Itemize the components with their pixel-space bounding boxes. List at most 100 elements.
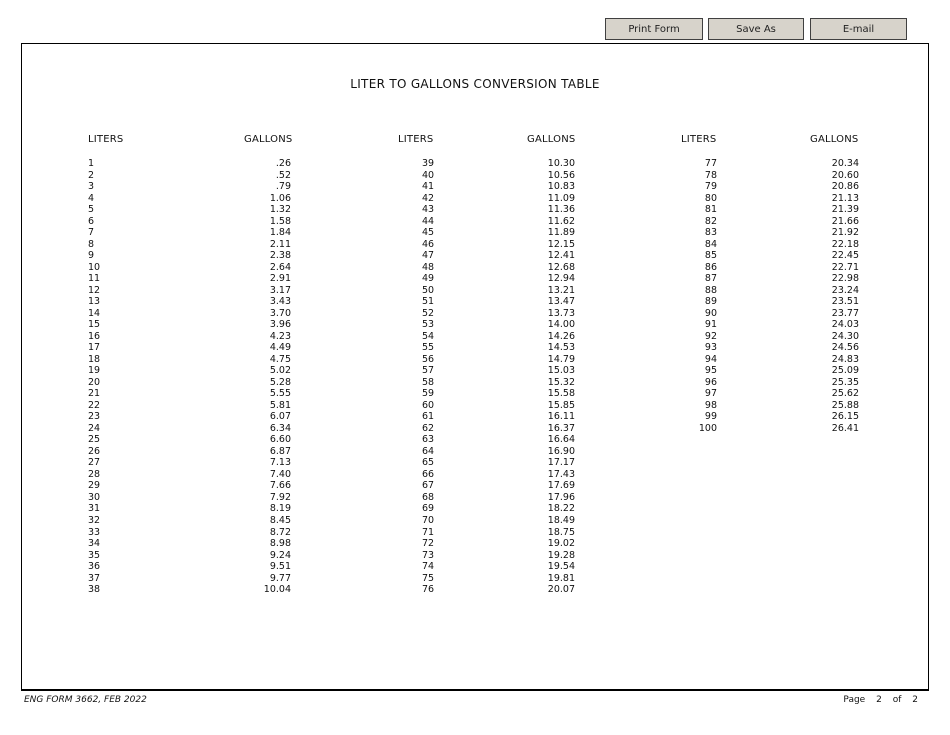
gallons-cell: 5.81 [269,399,291,411]
gallons-cell: 20.34 [831,158,859,169]
liters-cell: 63 [422,434,435,446]
liters-cell: 93 [704,342,717,354]
gallons-cell: 7.92 [269,491,291,503]
liters-cell: 72 [422,538,435,550]
gallons-column-1: .26.52.79 1.06 1.32 1.58 1.84 2.11 2.38 2.64 2.9… [240,158,291,596]
page-current: 2 [876,695,882,705]
liters-cell: 99 [704,411,717,423]
liters-cell: 22 [88,399,101,411]
liters-column-2: 39 40 41 42 43 44 45 46 47 48 49 50 51 52 53 54 55 56 57 58… [422,158,462,596]
liters-cell: 15 [88,319,101,331]
gallons-cell: 2.11 [269,238,291,250]
liters-cell: 39 [422,158,435,169]
page-indicator: Page 2 of 2 [835,695,918,705]
gallons-cell: 8.19 [269,503,291,515]
liters-cell: 59 [422,388,435,400]
liters-cell: 16 [88,330,101,342]
liters-header-1: LITERS [88,134,124,145]
liters-cell: 5 [88,204,95,216]
liters-cell: 41 [422,181,435,193]
liters-cell: 61 [422,411,435,423]
liters-cell: 10 [88,261,101,273]
liters-cell: 64 [422,445,435,457]
liters-column-3: 77 78 79 80 81 82 83 84 85 86 87 88 89 90 91 92 93 94 95 96… [677,158,717,434]
liters-header-2: LITERS [398,134,434,145]
gallons-cell: 18.22 [547,503,575,515]
liters-cell: 95 [704,365,717,377]
gallons-cell: 15.58 [547,388,575,400]
liters-cell: 2 [88,169,95,181]
liters-cell: 7 [88,227,95,239]
liters-cell: 31 [88,503,101,515]
gallons-cell: 13.21 [547,284,575,296]
liters-cell: 68 [422,491,435,503]
liters-cell: 54 [422,330,435,342]
liters-cell: 50 [422,284,435,296]
gallons-cell: .52 [275,169,291,181]
liters-cell: 38 [88,584,101,596]
gallons-header-3: GALLONS [810,134,859,145]
liters-cell: 46 [422,238,435,250]
gallons-cell: 1.32 [269,204,291,216]
gallons-cell: 22.98 [831,273,859,285]
gallons-cell: 21.39 [831,204,859,216]
print-form-button[interactable]: Print Form [605,18,703,40]
liters-cell: 24 [88,422,101,434]
liters-cell: 81 [704,204,717,216]
gallons-cell: 4.23 [269,330,291,342]
gallons-cell: 17.96 [547,491,575,503]
gallons-cell: 9.77 [269,572,291,584]
gallons-cell: 25.09 [831,365,859,377]
gallons-cell: 21.66 [831,215,859,227]
liters-cell: 85 [704,250,717,262]
liters-cell: 87 [704,273,717,285]
save-as-button[interactable]: Save As [708,18,804,40]
page-title: LITER TO GALLONS CONVERSION TABLE [350,77,600,91]
liters-cell: 19 [88,365,101,377]
gallons-cell: 7.40 [269,468,291,480]
liters-cell: 8 [88,238,95,250]
liters-cell: 33 [88,526,101,538]
email-button[interactable]: E-mail [810,18,907,40]
gallons-cell: 22.71 [831,261,859,273]
liters-cell: 92 [704,330,717,342]
liters-cell: 30 [88,491,101,503]
gallons-cell: 22.18 [831,238,859,250]
gallons-cell: 6.34 [269,422,291,434]
liters-cell: 13 [88,296,101,308]
gallons-cell: 14.00 [547,319,575,331]
gallons-cell: 16.11 [547,411,575,423]
gallons-cell: 5.02 [269,365,291,377]
liters-cell: 23 [88,411,101,423]
liters-cell: 3 [88,181,95,193]
gallons-cell: 22.45 [831,250,859,262]
gallons-cell: 7.66 [269,480,291,492]
gallons-column-3: 20.34 20.60 20.86 21.13 21.39 21.66 21.92 22.18… [808,158,859,434]
gallons-cell: 24.30 [831,330,859,342]
gallons-cell: 3.43 [269,296,291,308]
gallons-cell: 4.49 [269,342,291,354]
gallons-cell: 17.17 [547,457,575,469]
liters-cell: 100 [698,422,717,434]
liters-cell: 36 [88,561,101,573]
liters-cell: 12 [88,284,101,296]
gallons-cell: 15.03 [547,365,575,377]
gallons-cell: 9.24 [269,549,291,561]
gallons-cell: 4.75 [269,353,291,365]
gallons-cell: 14.26 [547,330,575,342]
gallons-cell: 20.86 [831,181,859,193]
gallons-cell: 18.49 [547,514,575,526]
liters-cell: 26 [88,445,101,457]
gallons-cell: 23.77 [831,307,859,319]
gallons-cell: 2.64 [269,261,291,273]
gallons-cell: 8.45 [269,514,291,526]
liters-cell: 75 [422,572,435,584]
gallons-cell: 16.37 [547,422,575,434]
gallons-cell: 15.85 [547,399,575,411]
liters-cell: 18 [88,353,101,365]
gallons-cell: 8.98 [269,538,291,550]
liters-cell: 82 [704,215,717,227]
gallons-cell: 6.87 [269,445,291,457]
gallons-cell: .79 [275,181,291,193]
liters-cell: 47 [422,250,435,262]
